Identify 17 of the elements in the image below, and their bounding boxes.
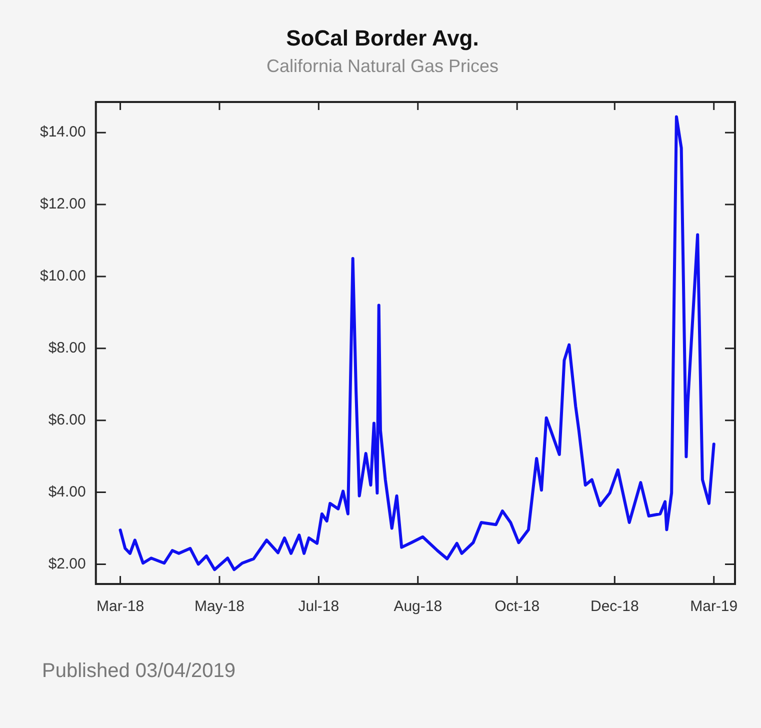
y-tick-label: $4.00 — [48, 483, 86, 500]
y-tick-label: $10.00 — [40, 268, 86, 285]
y-tick-label: $12.00 — [40, 196, 86, 213]
y-tick-label: $2.00 — [48, 555, 86, 572]
x-tick-label: Oct-18 — [494, 598, 540, 616]
text: Published 03/04/2019 — [42, 660, 236, 683]
x-tick-label: Mar-19 — [690, 598, 738, 616]
x-tick-label: Jul-18 — [298, 598, 340, 616]
x-tick-label: Dec-18 — [590, 598, 639, 616]
y-tick-label: $14.00 — [40, 124, 86, 141]
chart-title: SoCal Border Avg. — [286, 25, 479, 50]
x-tick-label: Mar-18 — [96, 598, 144, 616]
chart-subtitle: California Natural Gas Prices — [266, 56, 499, 76]
y-tick-label: $8.00 — [48, 340, 86, 357]
x-tick-label: Aug-18 — [394, 598, 442, 616]
y-tick-label: $6.00 — [48, 411, 86, 428]
x-tick-label: May-18 — [194, 598, 244, 616]
